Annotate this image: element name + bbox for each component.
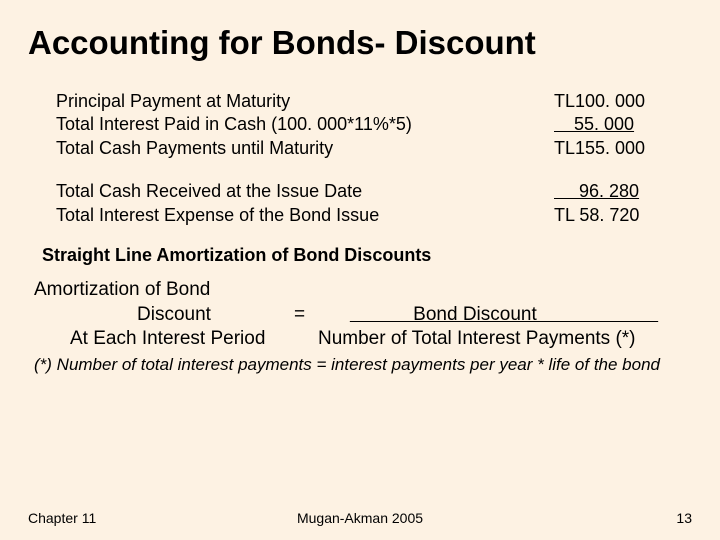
- row-total-cash-payments: Total Cash Payments until Maturity TL155…: [56, 137, 664, 160]
- row-label: Total Cash Received at the Issue Date: [56, 180, 554, 203]
- equals-sign: =: [294, 303, 318, 328]
- footer-center: Mugan-Akman 2005: [28, 510, 692, 526]
- row-label: Total Interest Expense of the Bond Issue: [56, 204, 554, 227]
- row-label: Principal Payment at Maturity: [56, 90, 554, 113]
- formula-denominator: Number of Total Interest Payments (*): [318, 327, 690, 352]
- row-value: 96. 280: [554, 180, 664, 203]
- footer-right: 13: [676, 510, 692, 526]
- row-principal: Principal Payment at Maturity TL100. 000: [56, 90, 664, 113]
- row-cash-received: Total Cash Received at the Issue Date 96…: [56, 180, 664, 203]
- footnote: (*) Number of total interest payments = …: [28, 352, 692, 375]
- row-value: TL155. 000: [554, 137, 664, 160]
- row-interest-expense: Total Interest Expense of the Bond Issue…: [56, 204, 664, 227]
- row-interest-paid: Total Interest Paid in Cash (100. 000*11…: [56, 113, 664, 136]
- row-label: Total Cash Payments until Maturity: [56, 137, 554, 160]
- subheading: Straight Line Amortization of Bond Disco…: [42, 245, 692, 266]
- slide-footer: Mugan-Akman 2005 Chapter 11 13: [28, 510, 692, 526]
- row-label: Total Interest Paid in Cash (100. 000*11…: [56, 113, 554, 136]
- calc-block: Principal Payment at Maturity TL100. 000…: [28, 90, 692, 227]
- formula-numerator: Bond Discount: [318, 303, 690, 328]
- formula-left: Amortization of Bond: [34, 278, 294, 303]
- formula-left: At Each Interest Period: [34, 327, 294, 352]
- footer-left: Chapter 11: [28, 510, 96, 526]
- formula-left-line: Amortization of Bond: [34, 278, 294, 303]
- row-value: TL100. 000: [554, 90, 664, 113]
- slide-title: Accounting for Bonds- Discount: [28, 24, 692, 62]
- formula-left: Discount: [34, 303, 294, 328]
- formula-block: Amortization of Bond Discount = Bond Dis…: [28, 278, 692, 352]
- row-value: TL 58. 720: [554, 204, 664, 227]
- row-value: 55. 000: [554, 113, 664, 136]
